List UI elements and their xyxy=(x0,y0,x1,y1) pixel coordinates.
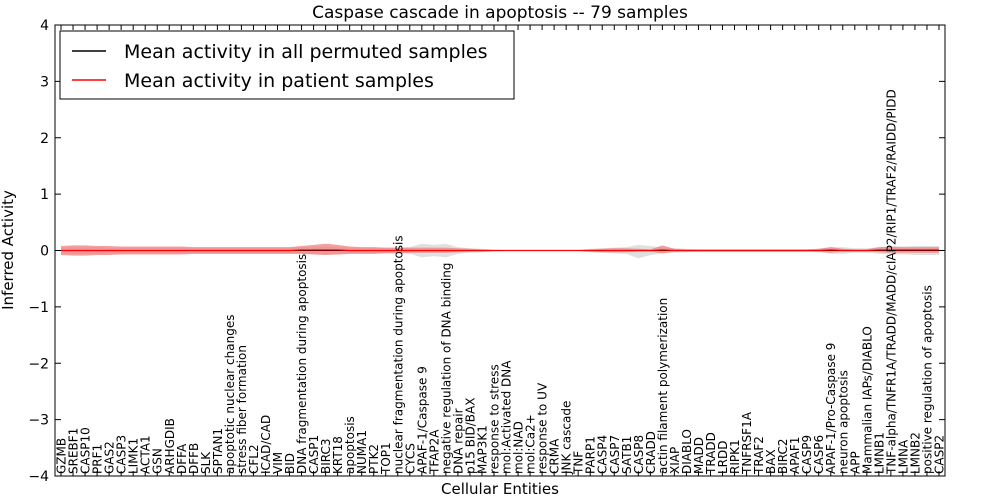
x-tick-label: GAS2 xyxy=(103,441,117,474)
x-tick-label: SATB1 xyxy=(620,436,634,474)
series-line-patient xyxy=(61,249,939,252)
x-tick-label: PARP1 xyxy=(584,436,598,474)
x-tick-label: LIMK1 xyxy=(127,438,141,474)
x-tick-label: ARHGDIB xyxy=(163,418,177,474)
x-tick-label: LMNB1 xyxy=(872,432,886,474)
x-tick-label: BIRC3 xyxy=(319,438,333,474)
legend-label-permuted: Mean activity in all permuted samples xyxy=(124,41,487,63)
x-tick-label: NUMA1 xyxy=(355,430,369,474)
y-axis-label: Inferred Activity xyxy=(0,190,17,310)
x-tick-label: actin filament polymerization xyxy=(656,298,670,474)
x-tick-label: mol:Ca2+ xyxy=(524,414,538,474)
x-tick-label: DFFA xyxy=(175,443,189,474)
x-tick-label: TNFRSF1A xyxy=(740,411,754,475)
x-tick-label: LMNA xyxy=(896,439,910,474)
x-tick-label: SREBF1 xyxy=(67,428,81,474)
x-tick-label: TNF-alpha/TNFR1A/TRADD/MADD/cIAP2/RIP1/T… xyxy=(884,89,898,475)
x-tick-label: PTK2 xyxy=(367,444,381,474)
x-tick-label: CASP2 xyxy=(932,435,946,474)
x-tick-label: CFL2 xyxy=(247,444,261,474)
band-patient xyxy=(61,243,939,256)
x-axis: GZMBSREBF1CASP10PRF1GAS2CASP3LIMK1ACTA1G… xyxy=(55,25,946,476)
x-tick-label: positive regulation of apoptosis xyxy=(920,285,934,474)
x-tick-label: CASP8 xyxy=(632,435,646,474)
x-tick-label: LRDD xyxy=(716,440,730,474)
y-tick-label: −3 xyxy=(28,413,49,429)
x-tick-label: ICAD/CAD xyxy=(259,415,273,474)
x-tick-label: CYCS xyxy=(403,443,417,474)
x-tick-label: CASP1 xyxy=(307,435,321,474)
x-tick-label: p15 BID/BAX xyxy=(463,398,477,474)
y-tick-label: 0 xyxy=(40,244,49,260)
x-tick-label: TFAP2A xyxy=(427,429,441,475)
x-tick-label: CRMA xyxy=(548,438,562,474)
x-tick-label: CASP9 xyxy=(800,435,814,474)
x-tick-label: mol:Activated DNA xyxy=(500,360,514,474)
y-tick-label: −1 xyxy=(28,300,49,316)
x-tick-label: CRADD xyxy=(644,431,658,474)
x-tick-label: apoptotic nuclear changes xyxy=(223,315,237,474)
x-tick-label: stress fiber formation xyxy=(235,345,249,474)
y-tick-label: 1 xyxy=(40,187,49,203)
x-axis-label: Cellular Entities xyxy=(441,480,559,498)
x-tick-label: BID xyxy=(283,453,297,474)
y-tick-label: 4 xyxy=(40,18,49,34)
series-lines xyxy=(61,249,939,252)
x-tick-label: APAF-1/Caspase 9 xyxy=(415,366,429,474)
legend-box xyxy=(59,30,515,100)
x-tick-label: apoptosis xyxy=(343,416,357,474)
x-tick-label: negative regulation of DNA binding xyxy=(439,263,453,474)
x-tick-label: GZMB xyxy=(55,438,69,474)
x-tick-label: TRADD xyxy=(704,432,718,475)
legend-label-patient: Mean activity in patient samples xyxy=(124,70,434,92)
x-tick-label: neuron apoptosis xyxy=(836,370,850,474)
y-tick-label: 2 xyxy=(40,131,49,147)
x-tick-label: LMNB2 xyxy=(908,432,922,474)
x-tick-label: CASP4 xyxy=(596,435,610,474)
x-tick-label: ACTA1 xyxy=(139,435,153,474)
x-tick-label: SLK xyxy=(199,451,213,474)
y-tick-label: −4 xyxy=(28,469,49,485)
x-tick-label: KRT18 xyxy=(331,436,345,474)
x-tick-label: TOP1 xyxy=(379,442,393,475)
x-tick-label: APP xyxy=(848,451,862,474)
x-tick-label: CASP7 xyxy=(608,435,622,474)
x-tick-label: MADD xyxy=(692,437,706,474)
x-tick-label: BIRC2 xyxy=(776,438,790,474)
x-tick-label: XIAP xyxy=(668,447,682,474)
x-tick-label: JNK cascade xyxy=(560,401,574,475)
x-tick-label: BAX xyxy=(764,449,778,474)
x-tick-label: DFFB xyxy=(187,443,201,474)
x-tick-label: DNA fragmentation during apoptosis xyxy=(295,254,309,474)
x-tick-label: SPTAN1 xyxy=(211,428,225,474)
legend: Mean activity in all permuted samples Me… xyxy=(59,30,515,100)
y-axis: −4 −3 −2 −1 0 1 2 3 4 xyxy=(28,18,945,485)
x-tick-label: mol:NAD xyxy=(512,421,526,474)
x-tick-label: Mammalian IAPs/DIABLO xyxy=(860,326,874,474)
x-tick-label: TNF xyxy=(572,451,586,475)
x-tick-label: DNA repair xyxy=(451,408,465,474)
x-tick-label: CASP10 xyxy=(79,427,93,474)
x-tick-label: APAF-1/Pro-Caspase 9 xyxy=(824,343,838,474)
x-tick-label: CASP6 xyxy=(812,435,826,474)
x-tick-label: RIPK1 xyxy=(728,439,742,474)
y-tick-label: −2 xyxy=(28,356,49,372)
x-tick-label: DIABLO xyxy=(680,429,694,474)
x-tick-label: PRF1 xyxy=(91,444,105,474)
x-tick-label: MAP3K1 xyxy=(475,425,489,474)
x-tick-label: CASP3 xyxy=(115,435,129,474)
x-tick-label: nuclear fragmentation during apoptosis xyxy=(391,235,405,474)
x-tick-label: VIM xyxy=(271,452,285,474)
x-tick-label: TRAF2 xyxy=(752,436,766,475)
y-tick-label: 3 xyxy=(40,74,49,90)
x-tick-label: response to stress xyxy=(487,364,501,474)
chart-title: Caspase cascade in apoptosis -- 79 sampl… xyxy=(312,3,688,23)
x-tick-label: GSN xyxy=(151,448,165,474)
x-tick-label: response to UV xyxy=(536,382,550,474)
x-tick-label: APAF1 xyxy=(788,437,802,474)
